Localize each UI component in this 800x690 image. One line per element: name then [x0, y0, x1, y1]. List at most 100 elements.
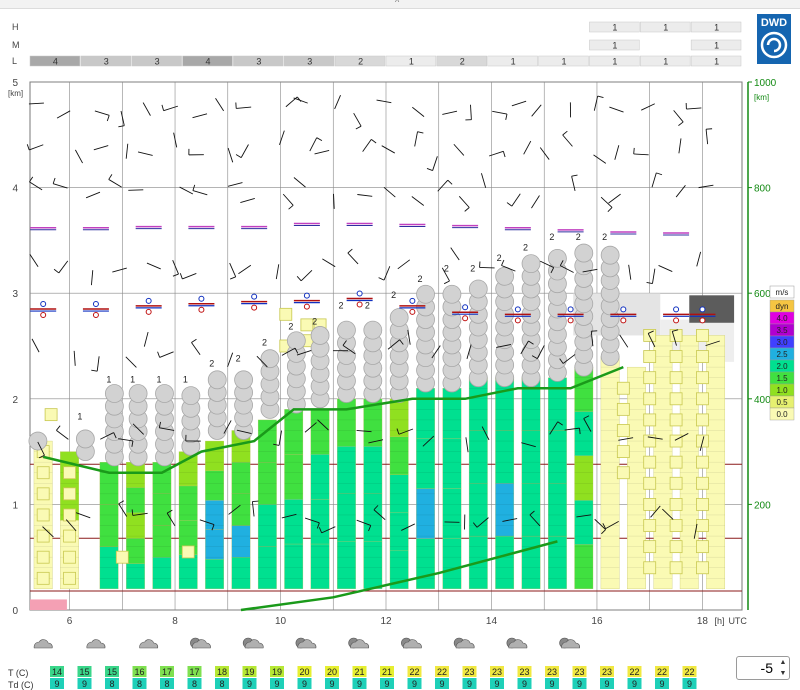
yellow-marker [669, 455, 683, 469]
wind-barb-flag [91, 369, 98, 372]
temperature-cell [132, 666, 147, 677]
layer-cell-value: 3 [256, 57, 261, 67]
layer-cell-value: 1 [612, 23, 617, 33]
inversion-circle-bottom [699, 317, 706, 324]
column-segment [389, 398, 409, 437]
cloud-puff [495, 266, 515, 286]
legend-label: 3.5 [776, 326, 788, 335]
wind-barb [496, 344, 511, 348]
wind-barb [608, 193, 621, 204]
yellow-marker [36, 487, 50, 501]
yellow-marker [696, 392, 709, 406]
legend-unit-box [769, 285, 795, 299]
wind-barb-flag [505, 113, 508, 120]
upper-marker [135, 225, 162, 230]
dewpoint-value: 9 [439, 679, 444, 689]
temperature-cell [352, 666, 367, 677]
layer-cell [589, 39, 640, 51]
yellow-marker [643, 519, 657, 532]
cloud-puff [207, 370, 227, 390]
wind-barb-flag [656, 172, 663, 176]
column-segment [205, 559, 224, 590]
layer-cell [690, 39, 742, 51]
wind-barb [480, 173, 487, 188]
wind-barb [531, 104, 542, 117]
dewpoint-cell [380, 678, 394, 689]
top-resize-bar[interactable]: ^ [0, 0, 800, 9]
wind-barb-flag [118, 125, 125, 128]
column-segment [574, 455, 594, 501]
inversion-circle-bottom [620, 317, 627, 324]
wind-barb-flag [52, 177, 56, 184]
wind-barb [223, 420, 232, 434]
legend-label: 3.0 [776, 338, 788, 347]
layer-cell [436, 55, 487, 67]
wind-barb-flag [355, 125, 362, 130]
wind-barb-flag [678, 121, 684, 126]
column-segment [231, 557, 251, 590]
wind-barb [651, 172, 657, 188]
column-segment [152, 525, 172, 558]
wind-barb [693, 523, 698, 539]
layer-cell [640, 21, 691, 33]
yellow-marker [696, 413, 709, 427]
resize-grip-icon[interactable]: ^ [395, 0, 400, 7]
x-tick-label: 6 [67, 616, 73, 627]
cloud-puff [104, 384, 124, 403]
stepper-input[interactable] [737, 657, 775, 679]
column-segment [521, 535, 541, 590]
wind-barb-flag [633, 147, 635, 154]
wind-barb-flag [273, 443, 280, 446]
column-segment [205, 470, 224, 501]
dewpoint-value: 9 [494, 679, 499, 689]
wind-barb [562, 134, 573, 147]
layer-cell [131, 55, 182, 67]
right-tick-label: 800 [754, 184, 771, 195]
inversion-marker [241, 293, 268, 311]
wind-barb [407, 329, 411, 345]
upper-marker [663, 232, 690, 236]
temperature-cell [627, 666, 642, 677]
cloud-stack: 2 [416, 274, 435, 393]
column-segment [152, 493, 172, 526]
layer-cell [690, 21, 742, 33]
column-segment [284, 454, 304, 500]
wind-barb [549, 421, 559, 435]
dewpoint-cell [545, 678, 559, 689]
spin-up-button[interactable]: ▲ [779, 659, 787, 666]
wind-barb [619, 334, 629, 348]
layer-cell [385, 55, 437, 67]
cloud-cover-label: 1 [77, 411, 82, 421]
cloud-cover-label: 2 [365, 301, 370, 311]
wind-barb-flag [38, 454, 45, 459]
wind-barb [705, 340, 720, 347]
upper-marker [241, 225, 268, 230]
wind-barb [132, 423, 145, 435]
wind-barb-flag [131, 509, 134, 516]
cloud-cover-label: 2 [209, 359, 214, 369]
wind-barbs [26, 95, 720, 539]
wind-barb [696, 251, 702, 267]
wind-barb [108, 179, 122, 188]
cloud-cover-label: 1 [183, 375, 188, 385]
wind-barb [432, 156, 438, 171]
wind-barb [605, 520, 619, 530]
spin-down-button[interactable]: ▼ [779, 670, 787, 677]
value-stepper[interactable]: ▲ ▼ [736, 656, 790, 680]
yellow-marker [643, 350, 657, 363]
yellow-marker [669, 350, 683, 363]
sky-cloud-body [403, 639, 422, 649]
wind-barb [362, 139, 372, 152]
x-tick-label: 10 [275, 616, 287, 627]
cloud-stack: 1 [181, 375, 201, 456]
cloud-cover-label: 2 [288, 322, 293, 332]
yellow-marker [696, 329, 709, 342]
upper-marker [557, 229, 584, 233]
dewpoint-cell [297, 678, 312, 689]
inversion-circle-bottom [145, 308, 152, 315]
dewpoint-value: 9 [604, 679, 609, 689]
temperature-value: 22 [657, 667, 667, 677]
column-segment [442, 388, 462, 439]
cloud-cover-label: 1 [156, 375, 161, 385]
wind-barb [387, 339, 400, 350]
